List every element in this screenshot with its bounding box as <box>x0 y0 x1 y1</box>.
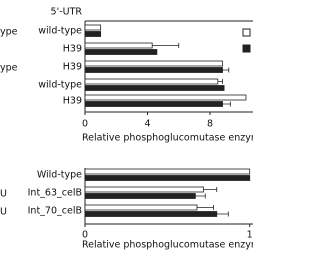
bar <box>84 211 218 217</box>
bar <box>84 186 204 193</box>
category-label: H39 <box>63 96 82 107</box>
bar <box>84 101 223 107</box>
bar <box>84 60 223 67</box>
category-label: H39 <box>63 62 82 73</box>
error-bar <box>222 67 230 73</box>
category-label: wild-type <box>38 80 82 91</box>
group-label: U <box>0 207 7 218</box>
error-bar <box>152 43 180 48</box>
legend-swatch <box>242 28 251 37</box>
bar <box>84 168 251 175</box>
x-tick-label: 1 <box>247 230 253 241</box>
error-bar <box>216 211 229 217</box>
x-tick-label: 0 <box>82 230 88 241</box>
bar <box>84 85 225 91</box>
x-tick-label: 8 <box>207 119 213 130</box>
category-label: Int_63_celB <box>28 188 82 199</box>
category-header: 5'-UTR <box>51 7 83 18</box>
category-label: H39 <box>63 44 82 55</box>
bar <box>84 193 196 199</box>
group-label: U <box>0 189 7 200</box>
bar <box>84 49 158 55</box>
error-bar <box>195 193 206 199</box>
error-bar <box>217 79 223 84</box>
bar <box>84 67 223 73</box>
x-tick-label: 0 <box>82 119 88 130</box>
error-bar <box>222 101 231 107</box>
figure: 5'-UTR 0 4 8 Relative phosphoglucomutase enz… <box>0 7 253 251</box>
bar <box>84 94 247 101</box>
group-label: ype <box>0 27 18 38</box>
bar <box>84 31 102 37</box>
category-label: Int_70_celB <box>28 206 82 217</box>
category-label: Wild-type <box>37 170 82 181</box>
group-label: ype <box>0 63 18 74</box>
bar <box>84 204 198 211</box>
bar <box>84 175 251 181</box>
error-bar <box>203 187 218 192</box>
x-tick-label: 4 <box>144 119 150 130</box>
category-label: wild-type <box>38 26 82 37</box>
x-axis-label: Relative phosphoglucomutase enzyme <box>82 240 253 251</box>
error-bar <box>197 205 214 210</box>
bar <box>84 42 153 49</box>
x-axis-label: Relative phosphoglucomutase enzyme <box>82 133 253 144</box>
legend-swatch <box>242 44 251 53</box>
bar <box>84 78 219 85</box>
bar <box>84 24 102 31</box>
